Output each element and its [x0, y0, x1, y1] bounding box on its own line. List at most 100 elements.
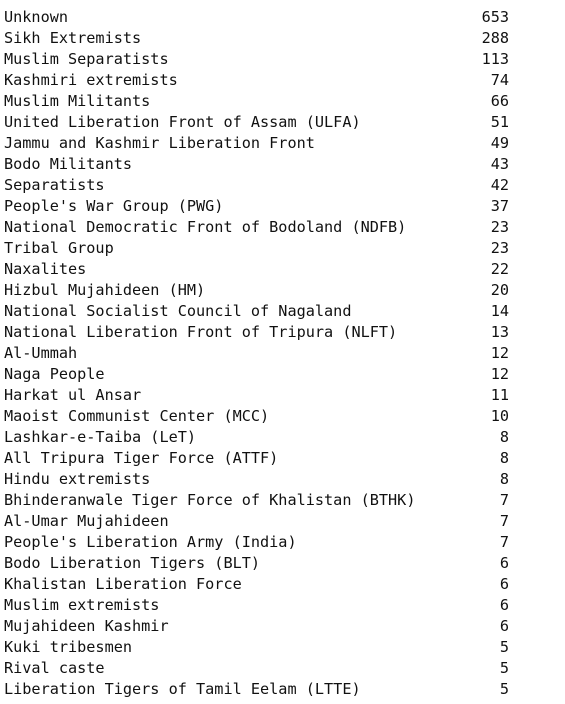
- group-count: 20: [490, 281, 509, 299]
- group-name: All Tripura Tiger Force (ATTF): [4, 449, 279, 467]
- group-count: 5: [499, 638, 509, 656]
- group-count: 10: [490, 407, 509, 425]
- group-name: Al-Ummah: [4, 344, 78, 362]
- output-row: People's War Group (PWG) 37: [4, 196, 509, 217]
- group-name: National Democratic Front of Bodoland (N…: [4, 218, 407, 236]
- output-row: Al-Umar Mujahideen 7: [4, 511, 509, 532]
- group-name: United Liberation Front of Assam (ULFA): [4, 113, 361, 131]
- group-name: Muslim extremists: [4, 596, 160, 614]
- group-name: Naga People: [4, 365, 105, 383]
- output-row: Sikh Extremists 288: [4, 28, 509, 49]
- output-row: Lashkar-e-Taiba (LeT) 8: [4, 427, 509, 448]
- group-count: 8: [499, 449, 509, 467]
- group-count: 8: [499, 428, 509, 446]
- group-name: Muslim Separatists: [4, 50, 169, 68]
- group-count: 22: [490, 260, 509, 278]
- group-name: Jammu and Kashmir Liberation Front: [4, 134, 315, 152]
- group-count: 6: [499, 617, 509, 635]
- group-count: 51: [490, 113, 509, 131]
- output-row: Al-Ummah 12: [4, 343, 509, 364]
- group-count: 42: [490, 176, 509, 194]
- value-counts-output: Unknown 653 Sikh Extremists 288 Muslim Separ…: [4, 7, 509, 700]
- output-row: National Democratic Front of Bodoland (N…: [4, 217, 509, 238]
- group-count: 66: [490, 92, 509, 110]
- output-row: Mujahideen Kashmir 6: [4, 616, 509, 637]
- group-count: 11: [490, 386, 509, 404]
- output-row: Kashmiri extremists 74: [4, 70, 509, 91]
- group-count: 5: [499, 680, 509, 698]
- output-row: Maoist Communist Center (MCC) 10: [4, 406, 509, 427]
- output-row: Hizbul Mujahideen (HM) 20: [4, 280, 509, 301]
- group-name: People's War Group (PWG): [4, 197, 224, 215]
- output-row: Naga People 12: [4, 364, 509, 385]
- output-row: Khalistan Liberation Force 6: [4, 574, 509, 595]
- output-row: Bodo Liberation Tigers (BLT) 6: [4, 553, 509, 574]
- group-count: 8: [499, 470, 509, 488]
- group-name: Lashkar-e-Taiba (LeT): [4, 428, 197, 446]
- group-count: 12: [490, 344, 509, 362]
- group-name: Muslim Militants: [4, 92, 151, 110]
- group-count: 74: [490, 71, 509, 89]
- output-row: Naxalites 22: [4, 259, 509, 280]
- output-row: Rival caste 5: [4, 658, 509, 679]
- group-count: 13: [490, 323, 509, 341]
- output-row: Separatists 42: [4, 175, 509, 196]
- group-count: 6: [499, 575, 509, 593]
- group-count: 5: [499, 659, 509, 677]
- output-row: National Liberation Front of Tripura (NL…: [4, 322, 509, 343]
- output-row: Muslim extremists 6: [4, 595, 509, 616]
- output-row: Hindu extremists 8: [4, 469, 509, 490]
- group-count: 14: [490, 302, 509, 320]
- group-name: Harkat ul Ansar: [4, 386, 142, 404]
- group-name: Al-Umar Mujahideen: [4, 512, 169, 530]
- output-row: All Tripura Tiger Force (ATTF) 8: [4, 448, 509, 469]
- group-count: 288: [481, 29, 509, 47]
- group-name: Hizbul Mujahideen (HM): [4, 281, 206, 299]
- output-row: Bodo Militants 43: [4, 154, 509, 175]
- output-row: Bhinderanwale Tiger Force of Khalistan (…: [4, 490, 509, 511]
- group-name: Unknown: [4, 8, 69, 26]
- group-count: 6: [499, 554, 509, 572]
- group-name: People's Liberation Army (India): [4, 533, 297, 551]
- group-name: Bhinderanwale Tiger Force of Khalistan (…: [4, 491, 416, 509]
- group-count: 49: [490, 134, 509, 152]
- group-count: 7: [499, 512, 509, 530]
- output-row: Harkat ul Ansar 11: [4, 385, 509, 406]
- group-count: 6: [499, 596, 509, 614]
- group-name: Bodo Liberation Tigers (BLT): [4, 554, 261, 572]
- output-row: Unknown 653: [4, 7, 509, 28]
- output-row: Liberation Tigers of Tamil Eelam (LTTE) 5: [4, 679, 509, 700]
- group-name: Sikh Extremists: [4, 29, 142, 47]
- group-count: 23: [490, 239, 509, 257]
- group-name: Maoist Communist Center (MCC): [4, 407, 270, 425]
- group-name: Tribal Group: [4, 239, 114, 257]
- group-name: Hindu extremists: [4, 470, 151, 488]
- group-name: Separatists: [4, 176, 105, 194]
- output-row: Jammu and Kashmir Liberation Front 49: [4, 133, 509, 154]
- group-name: Kuki tribesmen: [4, 638, 133, 656]
- group-count: 7: [499, 491, 509, 509]
- group-count: 23: [490, 218, 509, 236]
- group-count: 43: [490, 155, 509, 173]
- group-count: 7: [499, 533, 509, 551]
- group-name: Khalistan Liberation Force: [4, 575, 242, 593]
- group-name: Rival caste: [4, 659, 105, 677]
- group-name: National Socialist Council of Nagaland: [4, 302, 352, 320]
- output-row: United Liberation Front of Assam (ULFA) 5…: [4, 112, 509, 133]
- group-name: Bodo Militants: [4, 155, 133, 173]
- group-count: 113: [481, 50, 509, 68]
- output-row: Tribal Group 23: [4, 238, 509, 259]
- group-count: 12: [490, 365, 509, 383]
- group-count: 37: [490, 197, 509, 215]
- group-name: Liberation Tigers of Tamil Eelam (LTTE): [4, 680, 361, 698]
- output-row: Kuki tribesmen 5: [4, 637, 509, 658]
- output-row: People's Liberation Army (India) 7: [4, 532, 509, 553]
- group-name: National Liberation Front of Tripura (NL…: [4, 323, 398, 341]
- group-count: 653: [481, 8, 509, 26]
- output-row: Muslim Separatists 113: [4, 49, 509, 70]
- group-name: Mujahideen Kashmir: [4, 617, 169, 635]
- output-row: Muslim Militants 66: [4, 91, 509, 112]
- group-name: Kashmiri extremists: [4, 71, 178, 89]
- group-name: Naxalites: [4, 260, 87, 278]
- output-row: National Socialist Council of Nagaland 14: [4, 301, 509, 322]
